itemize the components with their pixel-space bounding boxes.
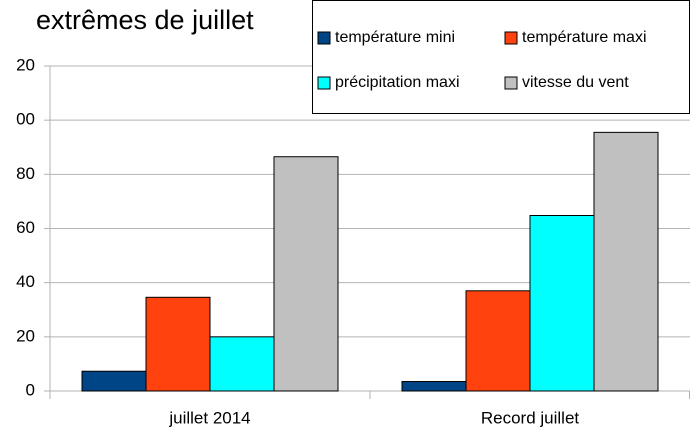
legend-label: température maxi	[522, 29, 647, 46]
legend-swatch	[317, 31, 331, 45]
y-tick-label: 80	[16, 164, 35, 183]
y-tick-label: 20	[16, 55, 35, 74]
y-tick-label: 0	[26, 380, 35, 399]
legend-label: précipitation maxi	[335, 74, 460, 91]
bar	[593, 131, 659, 392]
legend-box	[312, 0, 690, 114]
bar	[529, 215, 595, 392]
bar	[401, 381, 467, 392]
legend-label: vitesse du vent	[522, 74, 629, 91]
chart-title: extrêmes de juillet	[36, 5, 254, 35]
legend-swatch	[504, 76, 518, 90]
bar	[465, 290, 531, 392]
legend-label: température mini	[335, 29, 455, 46]
bar	[209, 336, 275, 392]
y-tick-label: 00	[16, 110, 35, 129]
x-tick-label: juillet 2014	[168, 408, 250, 427]
y-tick-label: 20	[16, 326, 35, 345]
legend-swatch	[504, 31, 518, 45]
x-tick-label: Record juillet	[481, 408, 580, 427]
bar	[273, 156, 339, 392]
y-tick-label: 40	[16, 272, 35, 291]
legend-swatch	[317, 76, 331, 90]
y-tick-label: 60	[16, 218, 35, 237]
bar	[145, 296, 211, 392]
bar	[81, 370, 147, 392]
